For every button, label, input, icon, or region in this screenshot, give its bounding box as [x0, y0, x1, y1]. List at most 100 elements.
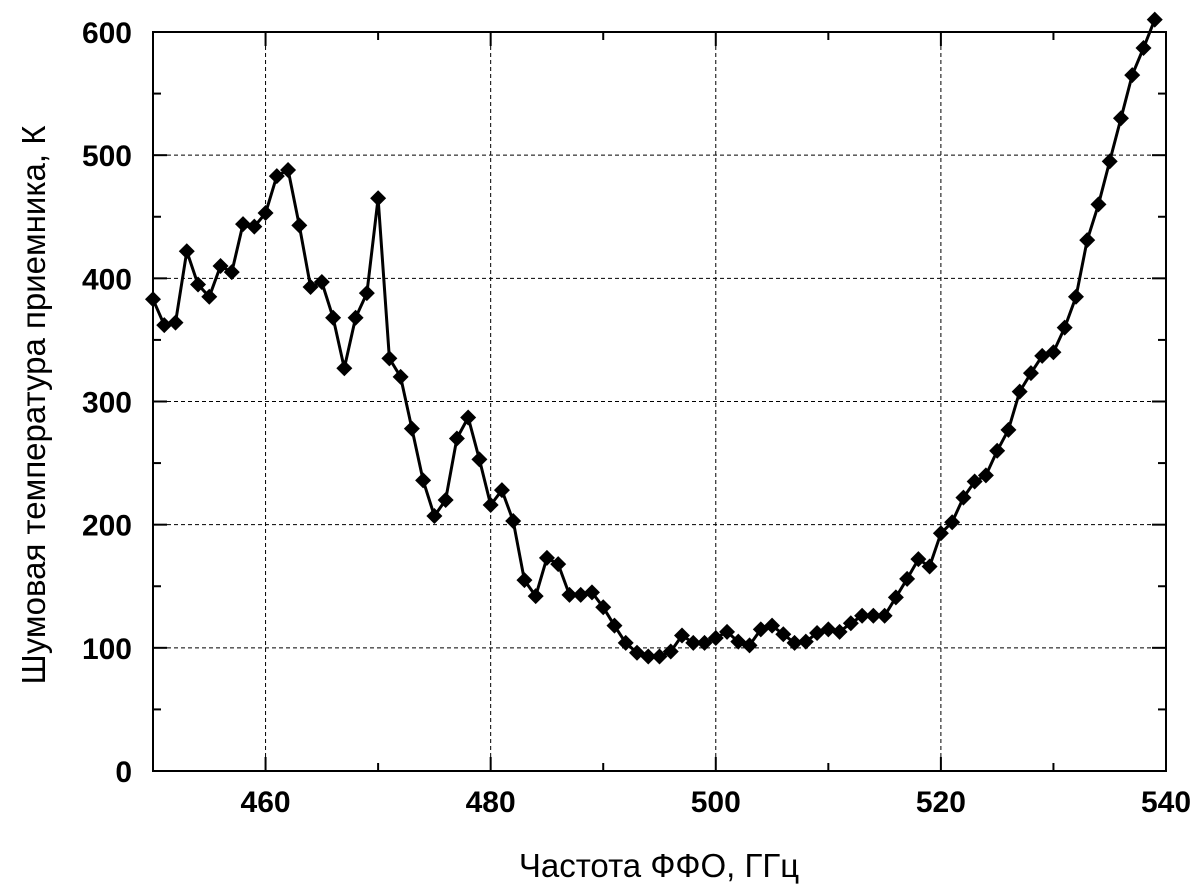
- data-point: [538, 549, 555, 566]
- data-point: [583, 584, 600, 601]
- data-point: [854, 607, 871, 624]
- data-point: [719, 623, 736, 640]
- data-point: [1056, 319, 1073, 336]
- data-point: [505, 512, 522, 529]
- data-point: [786, 634, 803, 651]
- data-point: [955, 489, 972, 506]
- data-point: [910, 551, 927, 568]
- data-point: [741, 637, 758, 654]
- series-line: [151, 19, 1157, 658]
- data-point: [403, 420, 420, 437]
- plot-frame: [152, 31, 1167, 772]
- data-point: [640, 648, 657, 665]
- data-point: [797, 633, 814, 650]
- data-point: [358, 285, 375, 302]
- data-point: [1067, 288, 1084, 305]
- data-point: [178, 243, 195, 260]
- data-point: [223, 264, 240, 281]
- y-tick-label: 300: [82, 387, 132, 420]
- data-point: [876, 607, 893, 624]
- data-point: [1101, 153, 1118, 170]
- data-point: [561, 586, 578, 603]
- y-axis-title: Шумовая температура приемника, К: [15, 125, 52, 685]
- y-tick-labels: 0 100 200 300 400 500 600: [82, 17, 132, 789]
- series-markers: [145, 11, 1163, 665]
- x-tick-label: 460: [241, 786, 291, 819]
- data-point: [977, 467, 994, 484]
- data-point: [235, 216, 252, 233]
- data-point: [674, 627, 691, 644]
- data-point: [831, 623, 848, 640]
- data-point: [662, 643, 679, 660]
- data-point: [460, 409, 477, 426]
- data-point: [347, 309, 364, 326]
- data-point: [651, 648, 668, 665]
- data-point: [1000, 421, 1017, 438]
- x-tick-labels: 460 480 500 520 540: [241, 786, 1192, 819]
- data-point: [932, 525, 949, 542]
- data-point: [707, 629, 724, 646]
- series-noise-temperature: [145, 11, 1163, 665]
- data-point: [1079, 232, 1096, 249]
- data-point: [1090, 196, 1107, 213]
- x-axis-title: Частота ФФО, ГГц: [519, 847, 799, 884]
- data-point: [156, 317, 173, 334]
- data-point: [268, 168, 285, 185]
- data-point: [392, 368, 409, 385]
- data-point: [1022, 365, 1039, 382]
- data-point: [280, 161, 297, 178]
- data-point: [1112, 110, 1129, 127]
- data-point: [989, 442, 1006, 459]
- y-tick-label: 100: [82, 633, 132, 666]
- data-point: [246, 218, 263, 235]
- data-point: [966, 473, 983, 490]
- x-tick-label: 500: [691, 786, 741, 819]
- data-point: [842, 615, 859, 632]
- data-point: [437, 492, 454, 509]
- data-point: [764, 617, 781, 634]
- y-tick-label: 400: [82, 263, 132, 296]
- data-point: [527, 588, 544, 605]
- data-point: [212, 258, 229, 275]
- data-point: [696, 634, 713, 651]
- data-point: [887, 589, 904, 606]
- y-tick-label: 500: [82, 140, 132, 173]
- data-point: [1146, 11, 1163, 28]
- data-point: [865, 607, 882, 624]
- y-tick-label: 0: [115, 756, 132, 789]
- data-point: [145, 291, 161, 308]
- data-point: [493, 482, 510, 499]
- x-tick-label: 480: [466, 786, 516, 819]
- data-point: [606, 617, 623, 634]
- data-point: [1135, 40, 1152, 57]
- data-point: [201, 288, 218, 305]
- y-tick-label: 600: [82, 17, 132, 50]
- data-point: [1011, 383, 1028, 400]
- y-tick-label: 200: [82, 510, 132, 543]
- data-point: [944, 514, 961, 531]
- data-point: [167, 314, 184, 331]
- data-point: [899, 570, 916, 587]
- x-tick-label: 520: [916, 786, 966, 819]
- data-point: [302, 278, 319, 295]
- data-point: [291, 217, 308, 234]
- data-point: [1124, 67, 1141, 84]
- data-point: [820, 621, 837, 638]
- data-point: [370, 190, 387, 207]
- data-point: [685, 634, 702, 651]
- data-point: [595, 599, 612, 616]
- data-point: [516, 572, 533, 589]
- data-point: [190, 276, 207, 293]
- data-point: [482, 496, 499, 513]
- data-point: [415, 472, 432, 489]
- data-point: [325, 309, 342, 326]
- data-point: [617, 634, 634, 651]
- data-point: [313, 274, 330, 291]
- data-point: [448, 430, 465, 447]
- data-point: [1045, 344, 1062, 361]
- x-tick-label: 540: [1141, 786, 1191, 819]
- data-point: [471, 451, 488, 468]
- data-point: [381, 350, 398, 367]
- data-point: [921, 558, 938, 575]
